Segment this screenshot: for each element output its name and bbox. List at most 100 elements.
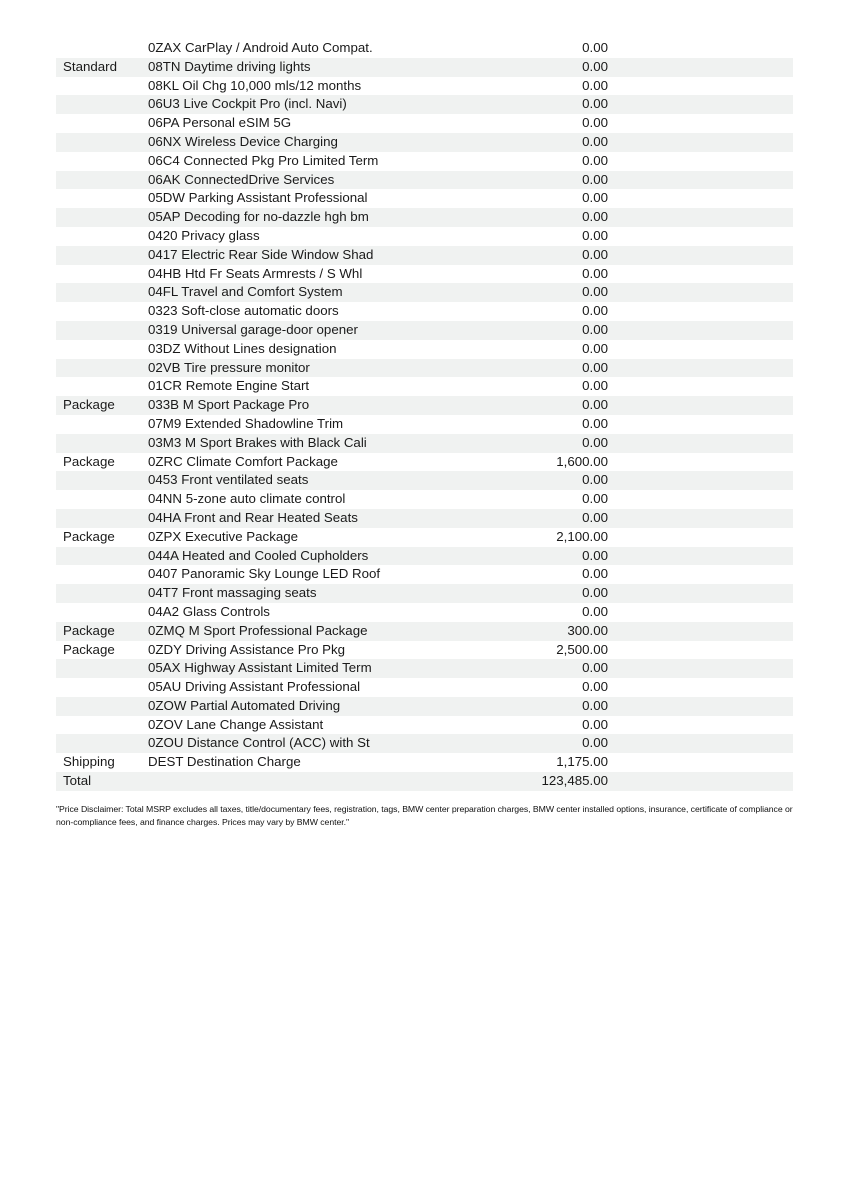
table-row: 04HB Htd Fr Seats Armrests / S Whl 0.00 (56, 265, 793, 284)
table-row: 06C4 Connected Pkg Pro Limited Term 0.00 (56, 152, 793, 171)
row-price-value: 0.00 (582, 679, 608, 695)
row-option-code-and-name: 0ZAX CarPlay / Android Auto Compat. (148, 40, 373, 55)
row-price-value: 0.00 (582, 585, 608, 601)
row-option-code-and-name: 08KL Oil Chg 10,000 mls/12 months (148, 77, 362, 93)
table-row: 04T7 Front massaging seats 0.00 (56, 584, 793, 603)
table-row: 0ZAX CarPlay / Android Auto Compat. 0.00 (56, 39, 793, 58)
row-price-value: 300.00 (567, 622, 608, 638)
row-price-value: 0.00 (582, 284, 608, 300)
table-row: 06NX Wireless Device Charging 0.00 (56, 132, 793, 152)
row-price-value: 0.00 (582, 40, 608, 55)
row-option-code-and-name: 0417 Electric Rear Side Window Shad (148, 246, 374, 262)
row-option-code-and-name: 0ZRC Climate Comfort Package (148, 453, 338, 469)
table-row: 0ZOV Lane Change Assistant 0.00 (56, 716, 793, 735)
row-price-value: 0.00 (582, 171, 608, 187)
row-option-code-and-name: 02VB Tire pressure monitor (148, 359, 310, 375)
row-option-code-and-name: 0319 Universal garage-door opener (148, 321, 358, 337)
table-row: 044A Heated and Cooled Cupholders 0.00 (56, 546, 793, 566)
row-price-value: 0.00 (582, 509, 608, 525)
table-row: Package 0ZMQ M Sport Professional Packag… (56, 621, 793, 641)
row-category-label: Shipping (63, 754, 115, 770)
table-row: 07M9 Extended Shadowline Trim 0.00 (56, 415, 793, 434)
row-option-code-and-name: 06NX Wireless Device Charging (148, 133, 338, 149)
row-option-code-and-name: 0ZOV Lane Change Assistant (148, 716, 324, 732)
row-price-value: 0.00 (582, 603, 608, 619)
row-category-label: Package (63, 397, 115, 413)
row-option-code-and-name: 04NN 5-zone auto climate control (148, 491, 346, 507)
row-price-value: 123,485.00 (541, 773, 608, 789)
table-row: 0ZOW Partial Automated Driving 0.00 (56, 696, 793, 716)
table-row: 04A2 Glass Controls 0.00 (56, 603, 793, 622)
table-row: 0ZOU Distance Control (ACC) with St 0.00 (56, 734, 793, 754)
row-option-code-and-name: 05AU Driving Assistant Professional (148, 679, 361, 695)
row-price-value: 0.00 (582, 115, 608, 131)
row-option-code-and-name: 04FL Travel and Comfort System (148, 284, 343, 300)
row-option-code-and-name: 05AX Highway Assistant Limited Term (148, 660, 372, 676)
table-row: 0407 Panoramic Sky Lounge LED Roof 0.00 (56, 565, 793, 584)
row-price-value: 0.00 (582, 152, 608, 168)
row-price-value: 0.00 (582, 660, 608, 676)
row-option-code-and-name: 04A2 Glass Controls (148, 603, 270, 619)
row-option-code-and-name: 06PA Personal eSIM 5G (148, 115, 292, 131)
table-row: 06PA Personal eSIM 5G 0.00 (56, 114, 793, 133)
row-category-label: Package (63, 641, 115, 657)
row-price-value: 2,500.00 (556, 641, 608, 657)
table-row: Package 033B M Sport Package Pro 0.00 (56, 396, 793, 415)
row-option-code-and-name: 033B M Sport Package Pro (148, 397, 310, 413)
table-row: 05AP Decoding for no-dazzle hgh bm 0.00 (56, 208, 793, 227)
row-option-code-and-name: 0420 Privacy glass (148, 227, 260, 243)
row-option-code-and-name: 04HA Front and Rear Heated Seats (148, 509, 358, 525)
table-row: 0319 Universal garage-door opener 0.00 (56, 320, 793, 340)
row-option-code-and-name: 0ZOU Distance Control (ACC) with St (148, 735, 370, 751)
row-price-value: 0.00 (582, 340, 608, 356)
row-option-code-and-name: 04HB Htd Fr Seats Armrests / S Whl (148, 265, 363, 281)
row-price-value: 0.00 (582, 415, 608, 431)
row-price-value: 0.00 (582, 397, 608, 413)
row-option-code-and-name: 0323 Soft-close automatic doors (148, 303, 339, 319)
price-disclaimer-text: "Price Disclaimer: Total MSRP excludes a… (56, 803, 793, 827)
vehicle-options-price-sheet: 0ZAX CarPlay / Android Auto Compat. 0.00… (56, 39, 793, 829)
row-price-value: 0.00 (582, 697, 608, 713)
table-row: Package 0ZDY Driving Assistance Pro Pkg … (56, 641, 793, 660)
row-category-label: Package (63, 453, 115, 469)
table-row: Package 0ZPX Executive Package 2,100.00 (56, 528, 793, 547)
row-price-value: 0.00 (582, 303, 608, 319)
table-row: 06AK ConnectedDrive Services 0.00 (56, 170, 793, 190)
table-row: 03M3 M Sport Brakes with Black Cali 0.00 (56, 433, 793, 453)
row-category-label: Package (63, 528, 115, 544)
row-option-code-and-name: 08TN Daytime driving lights (148, 58, 311, 74)
row-category-label: Total (63, 773, 92, 789)
row-price-value: 1,175.00 (556, 754, 608, 770)
row-price-value: 2,100.00 (556, 528, 608, 544)
row-option-code-and-name: 0453 Front ventilated seats (148, 472, 309, 488)
table-row: 05AX Highway Assistant Limited Term 0.00 (56, 659, 793, 679)
row-option-code-and-name: 05AP Decoding for no-dazzle hgh bm (148, 209, 369, 225)
row-price-value: 0.00 (582, 96, 608, 112)
row-option-code-and-name: 0ZPX Executive Package (148, 528, 299, 544)
table-row: 03DZ Without Lines designation 0.00 (56, 340, 793, 359)
row-category-label: Standard (63, 58, 117, 74)
row-price-value: 0.00 (582, 321, 608, 337)
row-price-value: 0.00 (582, 246, 608, 262)
row-option-code-and-name: DEST Destination Charge (148, 754, 301, 770)
row-price-value: 0.00 (582, 77, 608, 93)
row-option-code-and-name: 07M9 Extended Shadowline Trim (148, 415, 344, 431)
row-price-value: 0.00 (582, 735, 608, 751)
row-price-value: 0.00 (582, 472, 608, 488)
table-row: 02VB Tire pressure monitor 0.00 (56, 358, 793, 378)
options-table: 0ZAX CarPlay / Android Auto Compat. 0.00… (56, 39, 793, 791)
row-option-code-and-name: 06U3 Live Cockpit Pro (incl. Navi) (148, 96, 347, 112)
row-option-code-and-name: 06AK ConnectedDrive Services (148, 171, 335, 187)
row-option-code-and-name: 0ZMQ M Sport Professional Package (148, 622, 368, 638)
row-price-value: 0.00 (582, 227, 608, 243)
table-row: 08KL Oil Chg 10,000 mls/12 months 0.00 (56, 77, 793, 96)
table-row: Standard 08TN Daytime driving lights 0.0… (56, 57, 793, 77)
row-price-value: 0.00 (582, 378, 608, 394)
table-row: 01CR Remote Engine Start 0.00 (56, 377, 793, 396)
table-row: 0323 Soft-close automatic doors 0.00 (56, 302, 793, 321)
row-option-code-and-name: 044A Heated and Cooled Cupholders (148, 547, 369, 563)
row-option-code-and-name: 04T7 Front massaging seats (148, 585, 317, 601)
table-row: 05DW Parking Assistant Professional 0.00 (56, 189, 793, 208)
row-price-value: 1,600.00 (556, 453, 608, 469)
